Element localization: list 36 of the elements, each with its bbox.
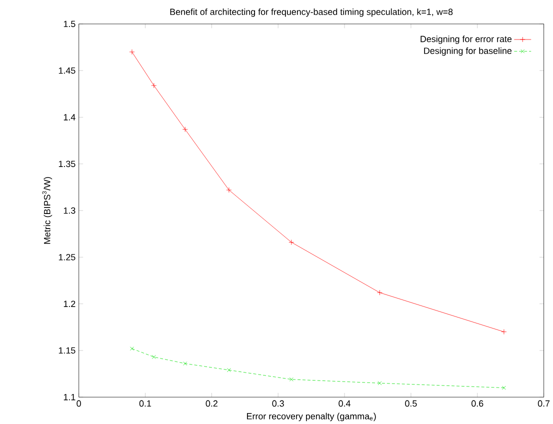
x-axis-title: Error recovery penalty (gamma$_{e}$) <box>247 412 376 422</box>
y-tick-label: 1.25 <box>58 254 76 260</box>
y-tick-label: 1.15 <box>58 347 76 354</box>
y-tick-label: 1.2 <box>64 300 76 307</box>
y-tick-label: 1.45 <box>58 67 76 74</box>
point <box>226 368 231 372</box>
y-axis-title: Metric (BIPS$^{3}$/W) <box>42 177 52 244</box>
point <box>289 377 294 382</box>
chart-title: Benefit of architecting for frequency-based timing speculation, k=1, w=8 <box>170 8 453 17</box>
x-tick-label: 0.2 <box>206 400 218 407</box>
point <box>130 346 134 351</box>
legend-label: Designing for error rate <box>420 36 512 44</box>
x-tick-label: 0.6 <box>472 400 484 407</box>
x-tick-label: 0.3 <box>272 400 284 407</box>
x-tick-label: 0.4 <box>338 400 350 407</box>
y-tick-label: 1.5 <box>64 20 76 28</box>
y-tick-label: 1.1 <box>64 394 76 400</box>
legend-label: Designing for baseline <box>424 47 512 56</box>
point <box>377 290 382 296</box>
point <box>502 386 506 390</box>
point <box>378 381 382 386</box>
point <box>183 362 188 366</box>
x-tick-label: 0.1 <box>139 400 152 407</box>
point <box>152 354 156 359</box>
x-tick-label: 0.7 <box>538 400 550 407</box>
point <box>288 240 294 245</box>
y-tick-label: 1.3 <box>64 207 76 214</box>
point <box>501 329 507 334</box>
point <box>151 82 157 88</box>
y-tick-label: 1.4 <box>64 114 76 120</box>
y-tick-label: 1.35 <box>58 160 76 168</box>
x-tick-label: 0 <box>76 400 81 407</box>
point <box>226 187 232 193</box>
x-tick-label: 0.5 <box>405 400 417 407</box>
point <box>129 49 135 55</box>
point <box>182 126 188 132</box>
